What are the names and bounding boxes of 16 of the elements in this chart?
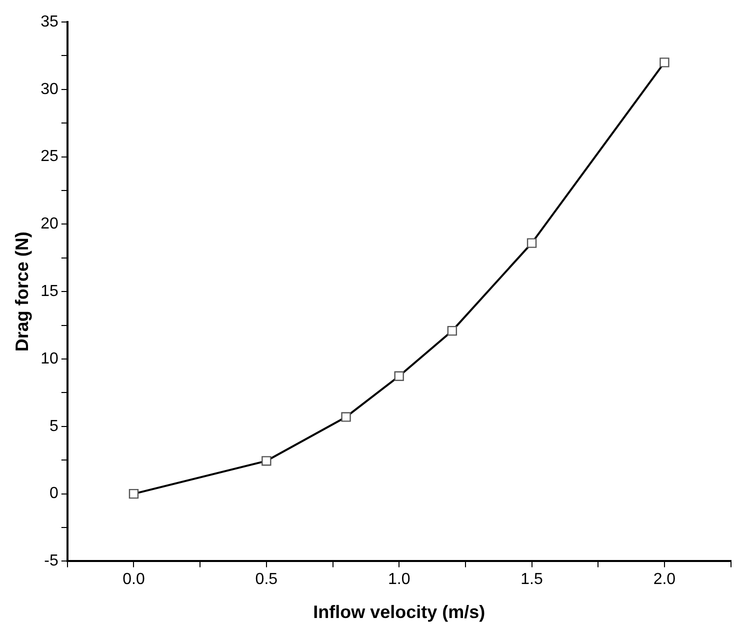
y-tick-label: 10	[40, 350, 58, 368]
y-tick-label: 5	[49, 418, 58, 435]
y-tick-label: 35	[40, 13, 58, 30]
x-tick-label: 1.0	[388, 571, 410, 588]
y-tick-label: 30	[40, 80, 58, 98]
y-tick-label: 20	[40, 216, 58, 233]
x-tick-label: 0.0	[122, 571, 145, 588]
y-axis-title: Drag force (N)	[12, 232, 32, 352]
x-axis-title: Inflow velocity (m/s)	[313, 602, 486, 622]
y-tick-label: 0	[49, 485, 58, 502]
x-tick-label: 2.0	[653, 571, 676, 588]
y-tick-label: -5	[44, 552, 58, 570]
y-tick-label: 25	[40, 148, 58, 166]
x-tick-label: 1.5	[520, 571, 543, 588]
y-tick-label: 15	[40, 283, 58, 300]
x-tick-label: 0.5	[255, 571, 278, 588]
